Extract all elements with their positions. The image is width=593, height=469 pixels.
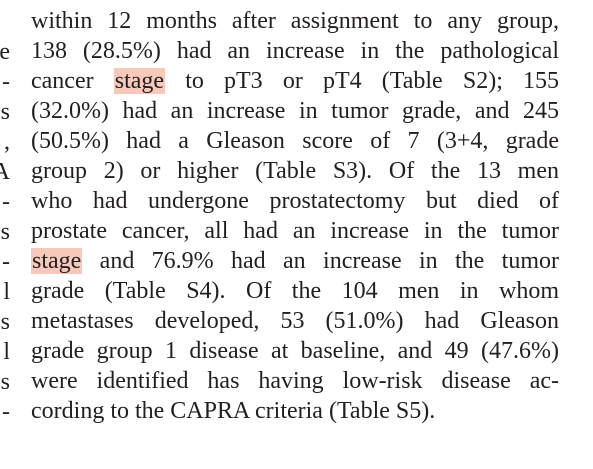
text-segment: (32.0%) had an increase in tumor grade, … bbox=[31, 98, 559, 124]
text-segment: group 2) or higher (Table S3). Of the 13… bbox=[31, 158, 559, 184]
left-column-fragment: s bbox=[0, 99, 10, 125]
left-column-fragment: A bbox=[0, 159, 10, 185]
text-segment: to pT3 or pT4 (Table S2); 155 bbox=[165, 68, 559, 94]
left-column-fragment: l bbox=[3, 279, 10, 305]
text-segment: within 12 months after assignment to any… bbox=[31, 8, 559, 34]
text-segment: (50.5%) had a Gleason score of 7 (3+4, g… bbox=[31, 128, 559, 154]
highlighted-term: stage bbox=[31, 248, 83, 274]
text-line: who had undergone prostatectomy but died… bbox=[31, 186, 559, 216]
text-line: 138 (28.5%) had an increase in the patho… bbox=[31, 36, 559, 66]
text-segment: cancer bbox=[31, 68, 114, 94]
left-column-fragment: l bbox=[3, 339, 10, 365]
text-line: cording to the CAPRA criteria (Table S5)… bbox=[31, 396, 559, 426]
text-segment: grade group 1 disease at baseline, and 4… bbox=[31, 338, 559, 364]
left-column-fragment: s bbox=[0, 309, 10, 335]
text-segment: grade (Table S4). Of the 104 men in whom bbox=[31, 278, 559, 304]
text-line: grade (Table S4). Of the 104 men in whom bbox=[31, 276, 559, 306]
text-segment: were identified has having low-risk dise… bbox=[31, 368, 559, 394]
text-line: prostate cancer, all had an increase in … bbox=[31, 216, 559, 246]
text-line: grade group 1 disease at baseline, and 4… bbox=[31, 336, 559, 366]
text-segment: prostate cancer, all had an increase in … bbox=[31, 218, 559, 244]
left-column-fragment: e bbox=[0, 39, 10, 65]
left-column-fragment: - bbox=[2, 249, 10, 275]
left-column-fragment: , bbox=[4, 129, 10, 155]
left-column-fragment: - bbox=[2, 189, 10, 215]
text-line: were identified has having low-risk dise… bbox=[31, 366, 559, 396]
text-line: within 12 months after assignment to any… bbox=[31, 6, 559, 36]
text-line: (50.5%) had a Gleason score of 7 (3+4, g… bbox=[31, 126, 559, 156]
text-segment: metastases developed, 53 (51.0%) had Gle… bbox=[31, 308, 559, 334]
text-segment: 138 (28.5%) had an increase in the patho… bbox=[31, 38, 559, 64]
text-line: group 2) or higher (Table S3). Of the 13… bbox=[31, 156, 559, 186]
left-column-fragment: - bbox=[2, 399, 10, 425]
left-column-fragment: s bbox=[0, 219, 10, 245]
text-line: (32.0%) had an increase in tumor grade, … bbox=[31, 96, 559, 126]
text-segment: and 76.9% had an increase in the tumor bbox=[82, 248, 559, 274]
left-column-fragment: - bbox=[2, 69, 10, 95]
text-line: metastases developed, 53 (51.0%) had Gle… bbox=[31, 306, 559, 336]
text-line: stage and 76.9% had an increase in the t… bbox=[31, 246, 559, 276]
text-segment: cording to the CAPRA criteria (Table S5)… bbox=[31, 398, 436, 424]
left-column-fragment: s bbox=[0, 369, 10, 395]
highlighted-term: stage bbox=[113, 68, 166, 94]
text-segment: who had undergone prostatectomy but died… bbox=[31, 188, 559, 214]
text-line: cancer stage to pT3 or pT4 (Table S2); 1… bbox=[31, 66, 559, 96]
